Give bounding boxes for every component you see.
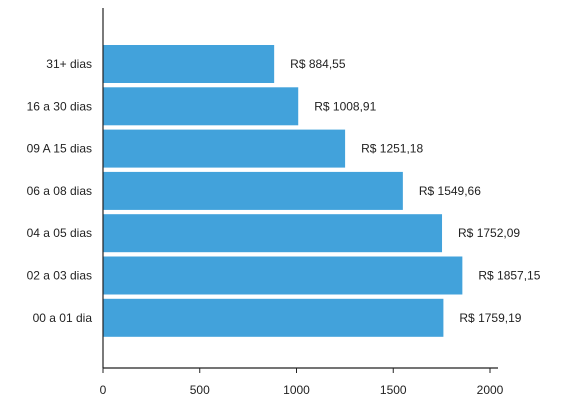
bar-4 — [103, 214, 443, 253]
x-tick-label-0: 0 — [100, 383, 107, 397]
category-label-3: 06 a 08 dias — [27, 184, 92, 198]
category-label-5: 02 a 03 dias — [27, 269, 92, 283]
bar-0 — [103, 45, 275, 83]
category-label-0: 31+ dias — [46, 57, 92, 71]
x-tick-label-3: 1500 — [380, 383, 407, 397]
category-label-1: 16 a 30 dias — [27, 99, 92, 113]
bar-5 — [103, 256, 463, 295]
value-labels: R$ 884,55 R$ 1008,91 R$ 1251,18 R$ 1549,66 R… — [290, 57, 541, 325]
value-label-5: R$ 1857,15 — [478, 269, 540, 283]
category-label-2: 09 A 15 dias — [27, 142, 92, 156]
bars-group — [103, 45, 463, 337]
bar-1 — [103, 87, 299, 126]
category-labels: 31+ dias 16 a 30 dias 09 A 15 dias 06 a 08 … — [27, 57, 93, 325]
value-label-1: R$ 1008,91 — [314, 99, 376, 113]
category-label-4: 04 a 05 dias — [27, 226, 92, 240]
value-label-2: R$ 1251,18 — [361, 142, 423, 156]
value-label-6: R$ 1759,19 — [459, 311, 521, 325]
x-tick-label-1: 500 — [190, 383, 210, 397]
bar-3 — [103, 171, 403, 210]
category-label-6: 00 a 01 dia — [33, 311, 93, 325]
x-tick-label-2: 1000 — [283, 383, 310, 397]
bar-6 — [103, 298, 444, 337]
x-axis-ticks: 0 500 1000 1500 2000 — [100, 368, 504, 397]
value-label-0: R$ 884,55 — [290, 57, 346, 71]
value-label-4: R$ 1752,09 — [458, 226, 520, 240]
value-label-3: R$ 1549,66 — [419, 184, 481, 198]
bar-2 — [103, 129, 346, 168]
x-tick-label-4: 2000 — [477, 383, 504, 397]
